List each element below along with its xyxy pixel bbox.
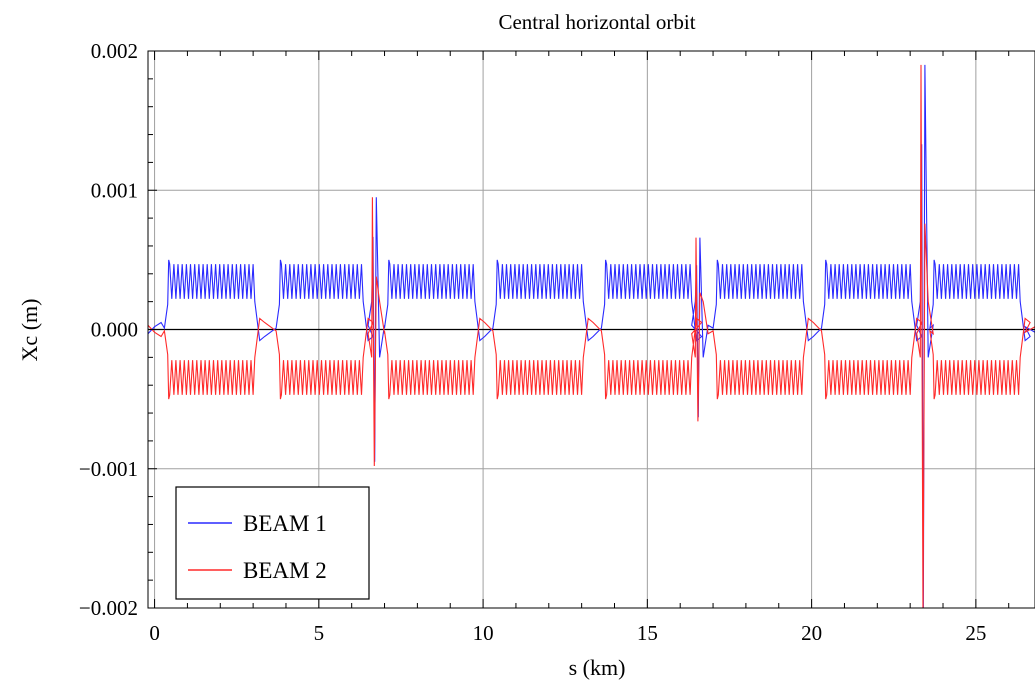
legend-label-beam-1: BEAM 1 xyxy=(243,511,327,536)
x-tick-label: 5 xyxy=(314,621,325,645)
series-layer xyxy=(148,64,1035,608)
legend-box xyxy=(175,486,370,600)
x-tick-label: 10 xyxy=(473,621,494,645)
x-tick-label: 20 xyxy=(801,621,822,645)
y-axis-title: Xc (m) xyxy=(17,299,42,362)
legend-label-beam-2: BEAM 2 xyxy=(243,558,327,583)
x-tick-label: 15 xyxy=(637,621,658,645)
series-line-beam-1 xyxy=(148,64,1035,608)
legend: BEAM 1 BEAM 2 xyxy=(175,486,370,600)
series-line-beam-2 xyxy=(148,64,1035,608)
chart-title: Central horizontal orbit xyxy=(498,10,695,34)
y-tick-label: 0.001 xyxy=(91,178,138,202)
x-tick-label: 25 xyxy=(965,621,986,645)
axis-ticks: 0 5 10 15 20 25 −0.002 −0.001 0.000 0.001 0.002 xyxy=(79,39,1010,645)
y-tick-label: 0.000 xyxy=(91,318,138,342)
x-tick-label: 0 xyxy=(149,621,160,645)
x-axis-title: s (km) xyxy=(569,655,626,680)
y-tick-label: −0.001 xyxy=(79,457,138,481)
y-tick-label: −0.002 xyxy=(79,596,138,620)
y-tick-label: 0.002 xyxy=(91,39,138,63)
